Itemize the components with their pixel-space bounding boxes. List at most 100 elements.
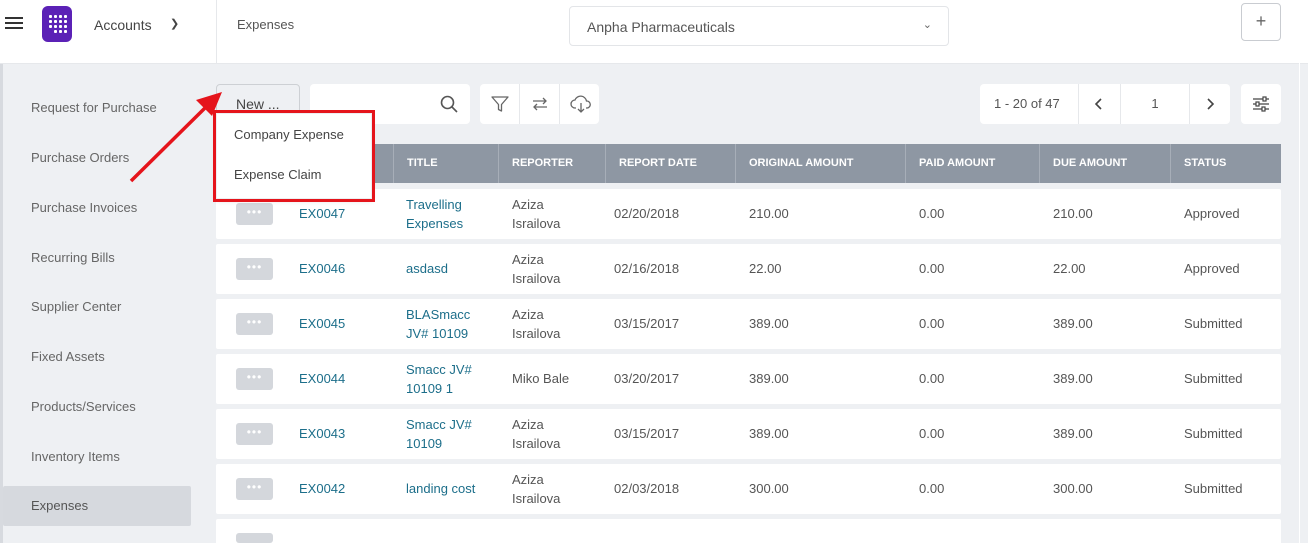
column-header-paid-amount[interactable]: Paid Amount: [905, 144, 995, 183]
expense-id[interactable]: EX0046: [299, 261, 346, 276]
due-amount: 300.00: [1053, 481, 1093, 496]
due-amount: 389.00: [1053, 371, 1093, 386]
add-button[interactable]: +: [1241, 3, 1281, 41]
next-page-button[interactable]: [1190, 84, 1230, 124]
column-header-due-amount[interactable]: Due Amount: [1039, 144, 1127, 183]
new-dropdown-menu: Company Expense Expense Claim: [216, 113, 372, 199]
table-row[interactable]: ••• EX0042 landing cost Aziza Israilova …: [216, 464, 1281, 514]
row-actions-button[interactable]: [236, 533, 273, 543]
sidebar-item-request-for-purchase[interactable]: Request for Purchase: [31, 100, 157, 115]
table-header: Title Reporter Report Date Original Amou…: [216, 144, 1281, 183]
cloud-download-icon: [570, 95, 591, 113]
annotation-highlight-box: [213, 110, 375, 202]
expense-reporter: Aziza Israilova: [512, 307, 561, 341]
sidebar-item-fixed-assets[interactable]: Fixed Assets: [31, 349, 105, 364]
menu-item-company-expense[interactable]: Company Expense: [234, 127, 344, 142]
sidebar-item-expenses[interactable]: Expenses: [3, 486, 191, 526]
expense-id[interactable]: EX0047: [299, 206, 346, 221]
company-name: Anpha Pharmaceuticals: [587, 19, 735, 35]
column-header-reporter[interactable]: Reporter: [498, 144, 573, 183]
expense-date: 03/15/2017: [614, 316, 680, 331]
page-number-input[interactable]: 1: [1120, 84, 1190, 124]
due-amount: 389.00: [1053, 426, 1093, 441]
due-amount: 22.00: [1053, 261, 1086, 276]
row-actions-button[interactable]: •••: [236, 258, 273, 280]
company-select[interactable]: Anpha Pharmaceuticals ⌄: [569, 6, 949, 46]
expense-id[interactable]: EX0042: [299, 481, 346, 496]
filter-icon: [491, 96, 509, 112]
column-header-report-date[interactable]: Report Date: [605, 144, 697, 183]
expense-date: 02/16/2018: [614, 261, 680, 276]
column-settings-button[interactable]: [1241, 84, 1281, 124]
expense-reporter: Aziza Israilova: [512, 472, 561, 506]
divider: [216, 0, 217, 64]
row-actions-button[interactable]: •••: [236, 423, 273, 445]
paid-amount: 0.00: [919, 481, 945, 496]
expense-title[interactable]: Smacc JV# 10109 1: [406, 362, 472, 396]
row-actions-button[interactable]: •••: [236, 478, 273, 500]
filter-button[interactable]: [480, 84, 519, 124]
previous-page-button[interactable]: [1078, 84, 1120, 124]
column-header-original-amount[interactable]: Original Amount: [735, 144, 854, 183]
top-bar: Accounts ❯ Expenses Anpha Pharmaceutical…: [0, 0, 1308, 64]
table-row[interactable]: ••• EX0045 BLASmacc JV# 10109 Aziza Isra…: [216, 299, 1281, 349]
expense-title[interactable]: Travelling Expenses: [406, 197, 464, 231]
chevron-left-icon: [1094, 98, 1102, 110]
app-module-menu[interactable]: Accounts: [94, 17, 152, 33]
original-amount: 22.00: [749, 261, 782, 276]
sort-button[interactable]: [519, 84, 558, 124]
sidebar-item-purchase-orders[interactable]: Purchase Orders: [31, 150, 130, 165]
search-icon[interactable]: [440, 95, 458, 113]
app-logo-icon[interactable]: [42, 6, 72, 42]
paid-amount: 0.00: [919, 426, 945, 441]
column-header-title[interactable]: Title: [393, 144, 438, 183]
new-button-label: New ...: [236, 96, 280, 112]
table-row[interactable]: ••• EX0043 Smacc JV# 10109 Aziza Israilo…: [216, 409, 1281, 459]
table-row[interactable]: ••• EX0046 asdasd Aziza Israilova 02/16/…: [216, 244, 1281, 294]
original-amount: 210.00: [749, 206, 789, 221]
paid-amount: 0.00: [919, 316, 945, 331]
divider: [1299, 0, 1300, 543]
expense-title[interactable]: asdasd: [406, 261, 448, 276]
expense-id[interactable]: EX0044: [299, 371, 346, 386]
status-label: Approved: [1184, 206, 1240, 221]
pagination: 1 - 20 of 47 1: [980, 84, 1230, 124]
original-amount: 389.00: [749, 426, 789, 441]
sidebar-item-supplier-center[interactable]: Supplier Center: [31, 299, 122, 314]
expense-title[interactable]: Smacc JV# 10109: [406, 417, 472, 451]
original-amount: 389.00: [749, 316, 789, 331]
expense-id[interactable]: EX0045: [299, 316, 346, 331]
sidebar: Request for Purchase Purchase Orders Pur…: [0, 64, 205, 543]
chevron-down-icon[interactable]: ❯: [170, 18, 180, 30]
column-header-status[interactable]: Status: [1170, 144, 1226, 183]
sliders-icon: [1253, 96, 1269, 112]
list-tools: [480, 84, 599, 124]
sidebar-item-inventory-items[interactable]: Inventory Items: [31, 449, 120, 464]
chevron-right-icon: [1207, 98, 1215, 110]
table-row[interactable]: ••• EX0044 Smacc JV# 10109 1 Miko Bale 0…: [216, 354, 1281, 404]
due-amount: 389.00: [1053, 316, 1093, 331]
chevron-down-icon: ⌄: [922, 19, 932, 31]
sidebar-item-purchase-invoices[interactable]: Purchase Invoices: [31, 200, 138, 215]
breadcrumb: Expenses: [237, 17, 295, 32]
paid-amount: 0.00: [919, 206, 945, 221]
sidebar-item-recurring-bills[interactable]: Recurring Bills: [31, 250, 115, 265]
expense-reporter: Aziza Israilova: [512, 417, 561, 451]
row-actions-button[interactable]: •••: [236, 368, 273, 390]
expense-title[interactable]: BLASmacc JV# 10109: [406, 307, 471, 341]
expense-reporter: Aziza Israilova: [512, 197, 561, 231]
expense-title[interactable]: landing cost: [406, 481, 476, 496]
table-row[interactable]: ••• EX0047 Travelling Expenses Aziza Isr…: [216, 189, 1281, 239]
row-actions-button[interactable]: •••: [236, 313, 273, 335]
status-label: Approved: [1184, 261, 1240, 276]
expense-date: 02/03/2018: [614, 481, 680, 496]
table-row[interactable]: [216, 519, 1281, 543]
menu-item-expense-claim[interactable]: Expense Claim: [234, 167, 322, 182]
expense-id[interactable]: EX0043: [299, 426, 346, 441]
row-actions-button[interactable]: •••: [236, 203, 273, 225]
download-button[interactable]: [559, 84, 598, 124]
status-label: Submitted: [1184, 316, 1243, 331]
hamburger-menu-icon[interactable]: [4, 14, 24, 34]
swap-arrows-icon: [533, 97, 547, 111]
sidebar-item-products-services[interactable]: Products/Services: [31, 399, 136, 414]
